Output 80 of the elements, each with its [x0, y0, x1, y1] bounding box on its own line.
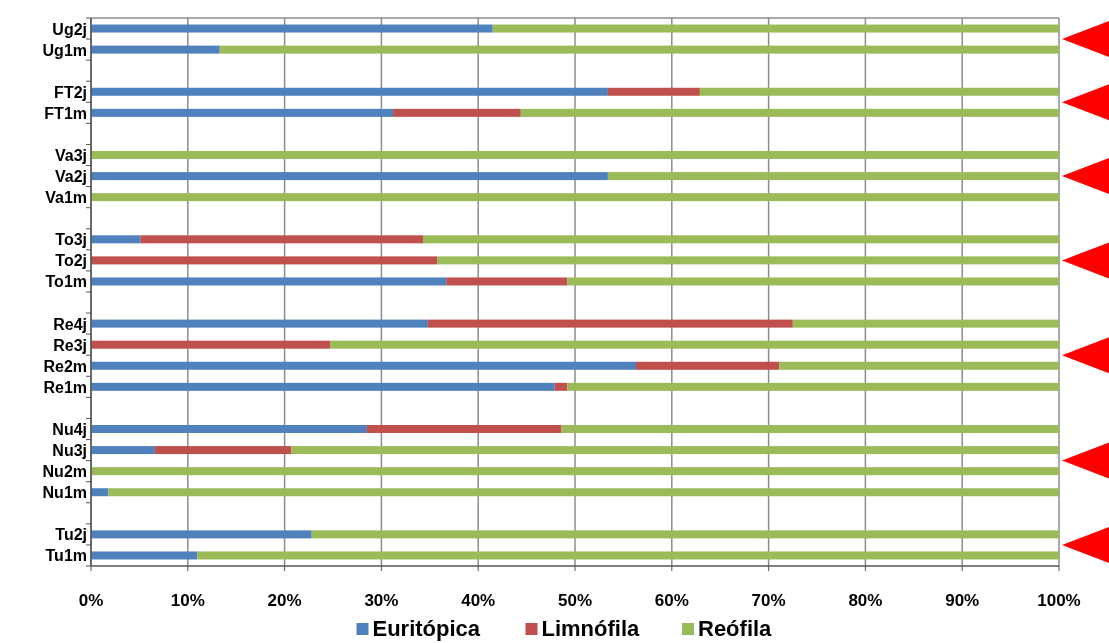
bar	[635, 361, 780, 370]
bar	[91, 277, 447, 286]
y-tick-label: Nu4j	[52, 421, 87, 438]
x-tick-label: 40%	[461, 591, 496, 610]
legend-label: Euritópica	[372, 616, 481, 641]
bar	[437, 256, 1059, 265]
x-tick-label: 50%	[557, 591, 593, 610]
bar	[446, 277, 568, 286]
bar	[91, 45, 220, 54]
bar	[607, 87, 700, 96]
bar	[91, 488, 109, 497]
y-tick-label: Va2j	[54, 168, 87, 186]
bar	[91, 151, 1059, 159]
bar	[91, 87, 608, 96]
bar	[91, 172, 608, 181]
bar	[427, 319, 793, 328]
y-tick-label: Re2m	[43, 357, 87, 375]
y-tick-label: Re3j	[53, 336, 87, 354]
bar	[561, 425, 1059, 433]
y-tick-label: Ug2j	[52, 20, 87, 38]
y-tick-label: To3j	[55, 231, 87, 249]
x-tick-label: 100%	[1037, 591, 1081, 610]
bar	[91, 193, 1059, 202]
bar	[567, 277, 1059, 286]
x-tick-label: 30%	[364, 591, 399, 610]
y-tick-label: FT1m	[44, 104, 87, 122]
y-tick-label: Tu2j	[55, 526, 87, 544]
bar	[91, 235, 141, 244]
y-tick-label: Ug1m	[42, 41, 87, 59]
bar	[567, 382, 1059, 391]
y-tick-label: Tu1m	[45, 547, 87, 565]
bar	[91, 446, 155, 455]
bar	[91, 361, 636, 370]
bar	[492, 24, 1059, 33]
bar	[554, 382, 568, 391]
x-tick-label: 10%	[170, 591, 205, 610]
x-tick-label: 90%	[945, 591, 980, 610]
x-tick-label: 0%	[78, 591, 104, 610]
y-tick-label: Nu1m	[42, 484, 87, 502]
y-tick-label: Va1m	[45, 189, 87, 207]
bar	[91, 467, 1059, 476]
x-tick-label: 60%	[654, 591, 689, 610]
legend-label: Limnófila	[541, 616, 641, 641]
bar	[197, 551, 1059, 560]
bar	[91, 530, 312, 539]
y-tick-label: Nu3j	[52, 442, 87, 460]
y-tick-label: To2j	[55, 252, 87, 270]
bar	[311, 530, 1059, 539]
y-tick-label: To1m	[45, 273, 87, 291]
y-tick-label: FT2j	[54, 83, 87, 101]
bar	[607, 172, 1059, 181]
bar	[779, 361, 1059, 370]
bar	[291, 446, 1059, 455]
bar	[393, 108, 521, 117]
legend-label: Reófila	[698, 616, 773, 641]
bar	[792, 319, 1059, 328]
bar	[154, 446, 292, 455]
bar	[91, 24, 493, 33]
y-tick-label: Nu2m	[42, 463, 87, 481]
bar	[330, 340, 1059, 349]
bar	[91, 425, 367, 433]
bar	[91, 319, 428, 328]
x-tick-label: 80%	[848, 591, 883, 610]
bar	[91, 340, 331, 349]
bar	[699, 87, 1059, 96]
bar	[366, 425, 562, 433]
y-tick-label: Re1m	[43, 378, 87, 396]
bar	[140, 235, 424, 244]
x-tick-label: 20%	[267, 591, 302, 610]
x-tick-label: 70%	[751, 591, 786, 610]
bar	[108, 488, 1059, 497]
bar	[91, 108, 394, 117]
y-tick-label: Re4j	[53, 315, 87, 333]
bar	[91, 551, 198, 560]
y-tick-label: Va3j	[54, 147, 87, 164]
bar	[91, 382, 555, 391]
bar	[91, 256, 438, 265]
bar	[423, 235, 1059, 244]
bar	[219, 45, 1059, 54]
bar	[520, 108, 1059, 117]
